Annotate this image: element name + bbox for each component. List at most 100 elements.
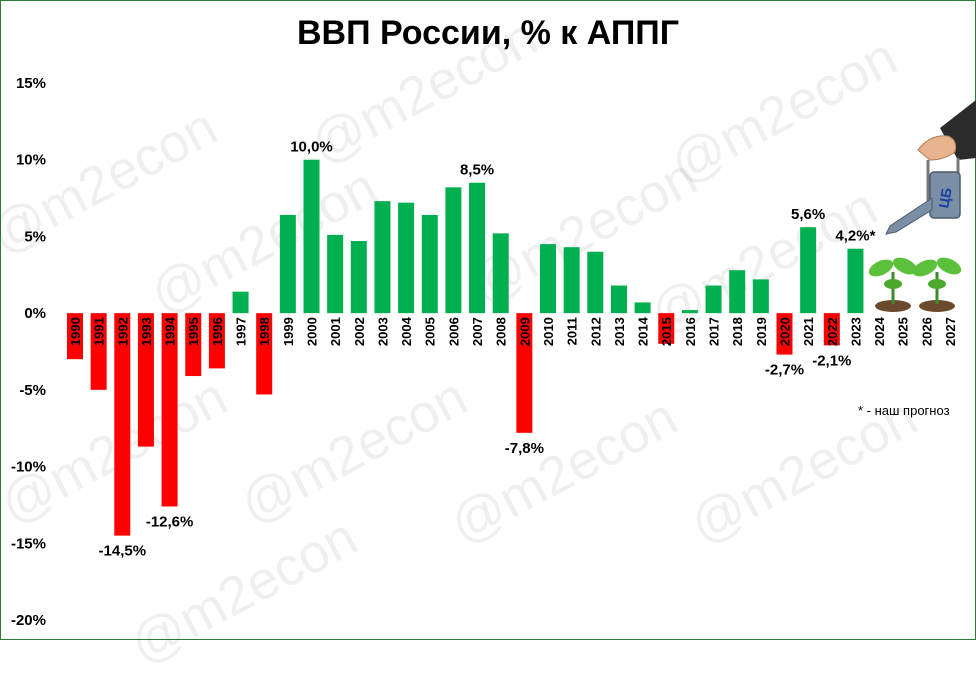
x-tick-label: 1999 xyxy=(281,317,296,346)
bar xyxy=(350,241,367,314)
x-tick-label: 1997 xyxy=(234,317,249,346)
bar xyxy=(303,159,320,314)
bar xyxy=(67,313,83,360)
x-tick-label: 2015 xyxy=(659,317,674,346)
x-tick-label: 2018 xyxy=(730,317,745,346)
bar xyxy=(823,313,840,346)
bar-chart: 15%10%5%0%-5%-10%-15%-20% 1990 1991 1992 19… xyxy=(11,75,976,629)
data-label: 10,0% xyxy=(290,139,333,156)
bar xyxy=(279,214,296,314)
chart-title: ВВП России, % к АППГ xyxy=(296,14,680,52)
bar xyxy=(847,248,864,314)
x-tick-label: 1993 xyxy=(139,317,154,346)
x-tick-label: 2005 xyxy=(423,317,438,346)
x-tick-label: 2010 xyxy=(541,317,556,346)
x-tick-label: 2017 xyxy=(707,317,722,346)
bars xyxy=(67,159,864,536)
bar xyxy=(587,251,604,314)
bar xyxy=(776,313,793,355)
bar xyxy=(469,182,486,314)
bar xyxy=(729,270,746,314)
y-tick-label: 15% xyxy=(16,75,46,92)
x-tick-label: 2022 xyxy=(825,317,840,346)
bar xyxy=(610,285,627,314)
bar xyxy=(634,302,651,314)
x-tick-label: 2021 xyxy=(801,317,816,346)
x-tick-label: 2016 xyxy=(683,317,698,346)
y-tick-label: 5% xyxy=(24,228,46,245)
plant-sprout-icon xyxy=(912,257,962,312)
watering-can-hand-icon: ЦБ xyxy=(885,100,976,235)
x-tick-label: 2000 xyxy=(305,317,320,346)
y-tick-label: -20% xyxy=(11,612,46,629)
x-tick-label: 1998 xyxy=(257,317,272,346)
y-axis: 15% 10% 5% 0% -5% -10% -15% -20% xyxy=(11,75,46,629)
bar xyxy=(658,313,675,344)
x-tick-label: 2008 xyxy=(494,317,509,346)
y-tick-label: -15% xyxy=(11,535,46,552)
bar xyxy=(256,313,273,395)
data-label: -12,6% xyxy=(146,513,194,530)
x-tick-label: 2027 xyxy=(943,317,958,346)
bar xyxy=(137,313,154,447)
bar xyxy=(185,313,202,377)
x-tick-label: 1994 xyxy=(163,316,178,346)
bar xyxy=(327,234,344,314)
bar xyxy=(421,214,438,314)
data-label: -14,5% xyxy=(99,543,147,560)
bar xyxy=(445,187,462,314)
data-label: -2,7% xyxy=(765,362,804,379)
data-label: 8,5% xyxy=(460,162,494,179)
can-label: ЦБ xyxy=(935,186,954,209)
x-tick-label: 1996 xyxy=(210,317,225,346)
data-label: 4,2%* xyxy=(835,228,875,245)
bar xyxy=(492,233,509,314)
x-tick-label: 1995 xyxy=(186,317,201,346)
y-tick-label: -5% xyxy=(19,382,46,399)
bar xyxy=(398,202,415,314)
data-label: -7,8% xyxy=(505,440,544,457)
y-tick-label: -10% xyxy=(11,459,46,476)
bar xyxy=(705,285,722,314)
x-tick-label: 2007 xyxy=(470,317,485,346)
x-tick-label: 2024 xyxy=(872,316,887,346)
bar xyxy=(540,244,556,314)
x-axis: 1990 1991 1992 1993 1994 1995 1996 1997 1998 1999… xyxy=(68,316,958,346)
x-tick-label: 2012 xyxy=(588,317,603,346)
x-tick-label: 2004 xyxy=(399,316,414,346)
bar xyxy=(161,313,178,507)
bar xyxy=(114,313,131,536)
x-tick-label: 1992 xyxy=(115,317,130,346)
x-tick-label: 2019 xyxy=(754,317,769,346)
x-tick-label: 2002 xyxy=(352,317,367,346)
x-tick-label: 2006 xyxy=(446,317,461,346)
bar xyxy=(90,313,107,390)
x-tick-label: 2009 xyxy=(517,317,532,346)
y-tick-label: 0% xyxy=(24,305,46,322)
x-tick-label: 2013 xyxy=(612,317,627,346)
plant-sprout-icon xyxy=(868,257,918,312)
bar xyxy=(800,227,817,314)
bar xyxy=(563,247,580,314)
x-tick-label: 2001 xyxy=(328,317,343,346)
bar xyxy=(752,279,769,314)
y-tick-label: 10% xyxy=(16,152,46,169)
bar xyxy=(516,313,533,433)
x-tick-label: 2020 xyxy=(778,317,793,346)
x-tick-label: 1991 xyxy=(92,317,107,346)
bar xyxy=(681,310,698,314)
x-tick-label: 2011 xyxy=(565,317,580,345)
x-tick-label: 2014 xyxy=(636,316,651,346)
x-tick-label: 2025 xyxy=(896,317,911,346)
x-tick-label: 1990 xyxy=(68,317,83,346)
bar xyxy=(232,291,249,314)
bar xyxy=(208,313,225,369)
bar xyxy=(374,201,391,314)
x-tick-label: 2023 xyxy=(848,317,863,346)
data-labels: -14,5% -12,6% 10,0% 8,5% -7,8% -2,7% 5,6% -2,1%… xyxy=(99,139,876,560)
forecast-note: * - наш прогноз xyxy=(858,403,950,418)
x-tick-label: 2003 xyxy=(375,317,390,346)
data-label: 5,6% xyxy=(791,206,825,223)
x-tick-label: 2026 xyxy=(919,317,934,346)
data-label: -2,1% xyxy=(812,352,851,369)
